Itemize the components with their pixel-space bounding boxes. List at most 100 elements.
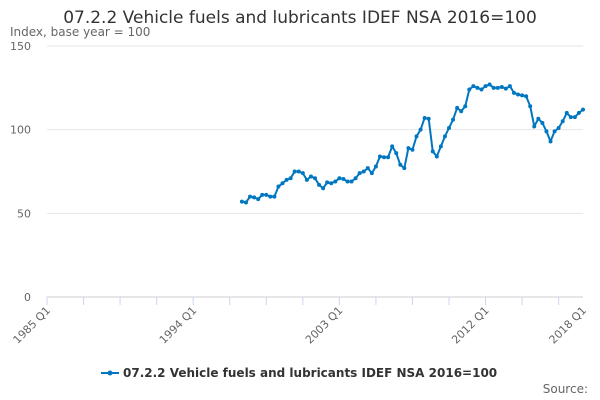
data-point: [341, 177, 346, 182]
data-point: [479, 87, 484, 92]
data-point: [418, 127, 423, 132]
data-point: [532, 124, 537, 129]
data-point: [564, 110, 569, 115]
data-point: [442, 134, 447, 139]
data-point: [511, 90, 516, 95]
data-point: [308, 174, 313, 179]
data-point: [438, 144, 443, 149]
data-point: [467, 87, 472, 92]
chart-title: 07.2.2 Vehicle fuels and lubricants IDEF…: [63, 8, 537, 28]
source-label: Source:: [542, 382, 588, 396]
data-point: [353, 176, 358, 181]
data-point: [317, 182, 322, 187]
data-point: [548, 139, 553, 144]
data-point: [536, 116, 541, 121]
data-point: [572, 115, 577, 120]
data-point: [483, 84, 488, 89]
data-point: [252, 195, 257, 200]
data-point: [447, 125, 451, 130]
data-point: [321, 186, 326, 191]
x-tick-label: 1985 Q1: [11, 304, 54, 347]
data-point: [264, 192, 269, 197]
data-point: [487, 82, 492, 87]
data-point: [576, 110, 581, 115]
x-tick-label: 2003 Q1: [303, 304, 346, 347]
data-point: [394, 151, 399, 156]
data-point: [313, 176, 317, 181]
y-axis-label: Index, base year = 100: [10, 25, 151, 39]
data-point: [426, 116, 431, 121]
data-point: [495, 85, 500, 90]
data-point: [398, 162, 403, 167]
data-point: [248, 194, 253, 199]
data-point: [296, 169, 301, 174]
data-point: [528, 104, 533, 109]
data-point: [284, 177, 289, 182]
data-point: [430, 149, 435, 154]
data-point: [414, 134, 419, 139]
data-point: [499, 84, 504, 89]
data-point: [260, 192, 265, 197]
data-point: [345, 179, 350, 184]
data-point: [540, 120, 545, 125]
data-point: [268, 194, 273, 199]
y-tick-label: 100: [10, 124, 31, 137]
data-point: [503, 86, 508, 91]
data-point: [451, 117, 456, 122]
data-point: [556, 125, 561, 130]
data-point: [581, 107, 585, 112]
y-tick-label: 50: [17, 207, 31, 220]
x-tick-label: 2012 Q1: [449, 304, 492, 347]
data-point: [369, 171, 374, 176]
data-point: [552, 129, 557, 134]
data-point: [386, 155, 391, 160]
data-point: [304, 177, 309, 182]
data-point: [406, 146, 411, 151]
data-point: [349, 179, 354, 184]
data-point: [475, 85, 480, 90]
data-point: [361, 169, 366, 174]
data-point: [524, 94, 529, 99]
data-point: [455, 105, 460, 110]
legend-label: 07.2.2 Vehicle fuels and lubricants IDEF…: [123, 366, 497, 380]
data-point: [292, 169, 297, 174]
data-point: [243, 200, 248, 205]
legend-marker: [107, 370, 113, 376]
data-point: [256, 197, 261, 202]
data-point: [520, 93, 525, 98]
data-point: [507, 84, 512, 89]
data-point: [272, 194, 277, 199]
data-point: [516, 92, 521, 97]
data-point: [300, 171, 305, 176]
data-point: [434, 154, 439, 159]
data-point: [560, 119, 565, 124]
data-point: [459, 109, 464, 114]
data-point: [422, 115, 427, 120]
data-point: [402, 166, 407, 171]
data-point: [337, 176, 342, 181]
data-point: [390, 144, 395, 149]
data-point: [382, 155, 387, 160]
data-point: [568, 115, 573, 120]
y-tick-label: 150: [10, 40, 31, 53]
data-point: [333, 179, 338, 184]
data-point: [357, 171, 362, 176]
data-point: [491, 85, 496, 90]
data-point: [471, 84, 476, 89]
data-point: [373, 164, 378, 169]
data-point: [544, 129, 549, 134]
data-point: [280, 181, 285, 186]
data-point: [288, 176, 293, 181]
data-point: [329, 181, 334, 186]
data-point: [463, 104, 468, 109]
data-point: [377, 154, 382, 159]
data-point: [239, 199, 244, 204]
data-point: [365, 166, 370, 171]
y-tick-label: 0: [24, 291, 31, 304]
x-tick-label: 2018 Q1: [547, 304, 590, 347]
x-tick-label: 1994 Q1: [157, 304, 200, 347]
data-point: [410, 147, 415, 152]
series-line: [241, 83, 584, 204]
